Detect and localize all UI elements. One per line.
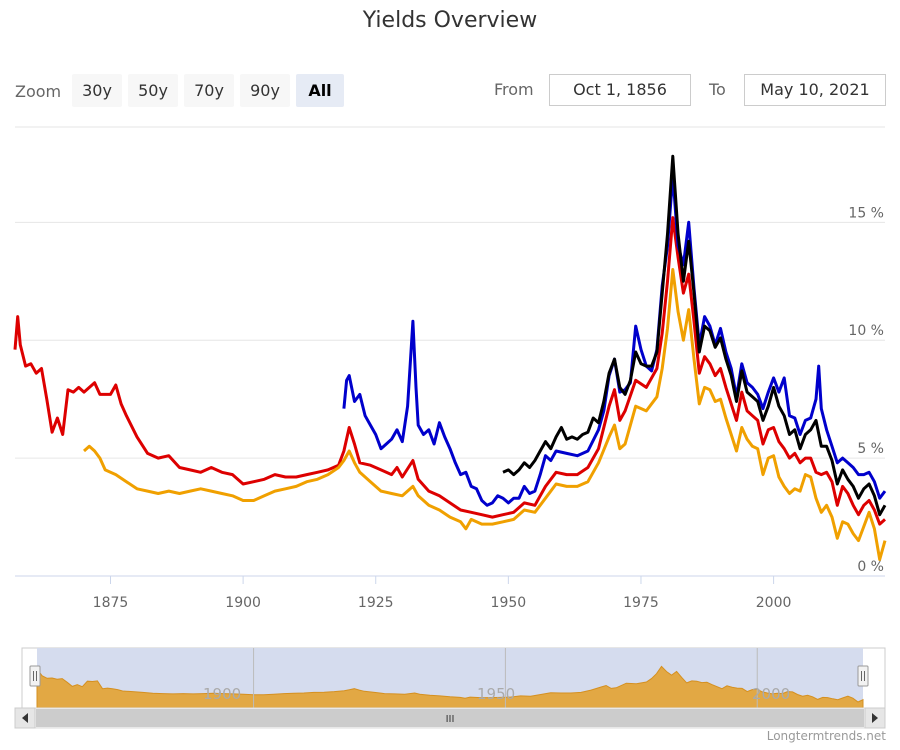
y-tick-label: 5 %	[857, 441, 884, 457]
from-label: From	[494, 80, 534, 99]
y-axis-ticks: 0 % 5 % 10 % 15 %	[848, 205, 884, 575]
chart-title: Yields Overview	[362, 8, 538, 33]
y-tick-label: 10 %	[848, 323, 884, 339]
to-label: To	[709, 80, 726, 99]
navigator-left-handle[interactable]	[29, 665, 41, 687]
navigator-label-1950: 1950	[477, 685, 515, 703]
series-line-3	[502, 154, 887, 517]
navigator[interactable]: 1900 1950 2000	[21, 647, 886, 709]
x-tick-label: 1925	[358, 595, 394, 611]
to-date-input[interactable]: May 10, 2021	[744, 74, 886, 106]
scrollbar-grip: III	[446, 714, 455, 725]
x-tick-label: 2000	[756, 595, 792, 611]
zoom-30y-button[interactable]: 30y	[72, 74, 122, 107]
series-lines	[13, 154, 887, 561]
zoom-50y-button[interactable]: 50y	[128, 74, 178, 107]
x-tick-label: 1975	[623, 595, 659, 611]
scrollbar-thumb[interactable]	[36, 709, 864, 727]
series-line-1	[83, 268, 887, 561]
navigator-grid	[253, 648, 758, 708]
zoom-label: Zoom	[15, 82, 62, 101]
navigator-label-2000: 2000	[752, 685, 790, 703]
arrow-left-icon	[22, 713, 28, 723]
scrollbar[interactable]: III	[14, 707, 886, 729]
scroll-left-button[interactable]	[14, 707, 36, 729]
navigator-right-handle[interactable]	[857, 665, 869, 687]
series-line-0	[13, 216, 886, 526]
scroll-right-button[interactable]	[864, 707, 886, 729]
y-tick-label: 15 %	[848, 205, 884, 221]
grid-lines	[15, 221, 885, 577]
y-tick-label: 0 %	[857, 559, 884, 575]
x-tick-label: 1950	[491, 595, 527, 611]
x-tick-label: 1900	[225, 595, 261, 611]
navigator-area	[36, 665, 864, 709]
zoom-all-button[interactable]: All	[296, 74, 344, 107]
x-tick-label: 1875	[93, 595, 129, 611]
x-axis-ticks: 1875 1900 1925 1950 1975 2000	[93, 576, 792, 611]
from-date-input[interactable]: Oct 1, 1856	[549, 74, 691, 106]
navigator-label-1900: 1900	[203, 685, 241, 703]
credit-link[interactable]: Longtermtrends.net	[766, 729, 886, 743]
zoom-70y-button[interactable]: 70y	[184, 74, 234, 107]
arrow-right-icon	[872, 713, 878, 723]
zoom-90y-button[interactable]: 90y	[240, 74, 290, 107]
